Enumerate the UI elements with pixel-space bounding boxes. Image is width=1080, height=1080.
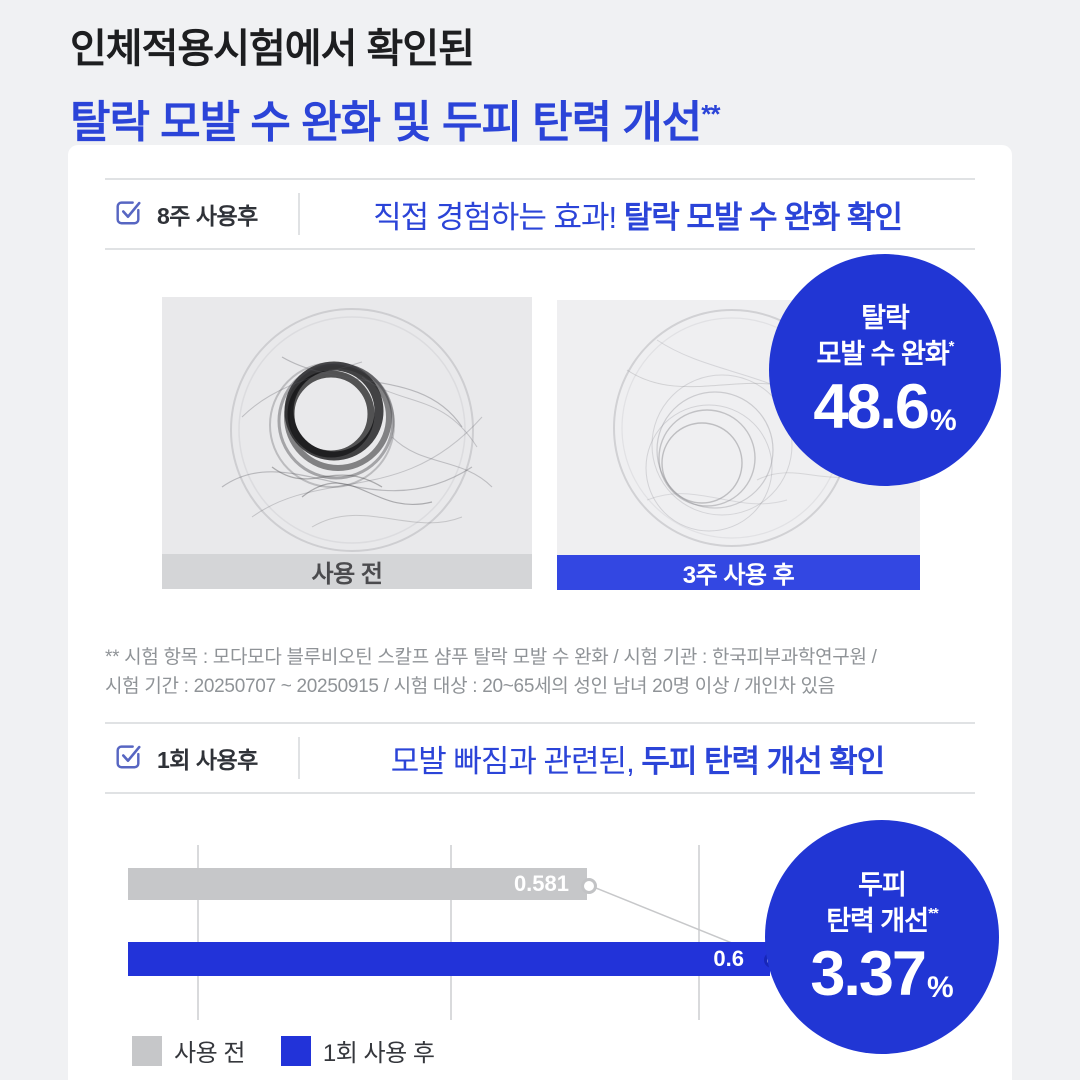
section1-tag-label: 8주 사용후 [157,203,258,229]
badge1-value-row: 48.6 % [813,371,957,442]
bar-after-value: 0.6 [713,946,744,971]
trial-footnote: ** 시험 항목 : 모다모다 블루비오틴 스칼프 샴푸 탈락 모발 수 완화 … [105,643,975,702]
legend-swatch-after [280,1035,311,1066]
page-title: 인체적용시험에서 확인된 탈락 모발 수 완화 및 두피 탄력 개선** [70,16,721,150]
title-line1: 인체적용시험에서 확인된 [70,27,475,71]
title-line2: 탈락 모발 수 완화 및 두피 탄력 개선** [70,86,721,150]
badge1-footnote-mark: * [948,337,955,355]
section2-header: 1회 사용후 모발 빠짐과 관련된, 두피 탄력 개선 확인 [105,722,975,794]
badge2-line2: 탄력 개선** [826,904,939,939]
chart-legend: 사용 전 1회 사용 후 [132,1033,435,1068]
checkbox-check-icon [113,197,143,232]
section2-heading: 모발 빠짐과 관련된, 두피 탄력 개선 확인 [300,736,975,781]
badge2-value-row: 3.37 % [810,938,954,1009]
section1-heading-normal: 직접 경험하는 효과! [373,199,624,235]
footnote-line1: ** 시험 항목 : 모다모다 블루비오틴 스칼프 샴푸 탈락 모발 수 완화 … [105,647,877,668]
before-photo-label: 사용 전 [162,554,532,589]
section2-tag-label: 1회 사용후 [157,747,258,773]
badge1-unit: % [929,403,957,437]
section1-heading-bold: 탈락 모발 수 완화 확인 [623,199,903,235]
section2-heading-bold: 두피 탄력 개선 확인 [641,743,885,779]
footnote-line2: 시험 기간 : 20250707 ~ 20250915 / 시험 대상 : 20… [105,676,835,698]
badge2-footnote-mark: ** [928,904,939,922]
badge1-value: 48.6 [813,371,930,442]
vertical-divider [298,737,300,779]
badge2-unit: % [926,970,954,1004]
legend-item-after: 1회 사용 후 [280,1033,435,1068]
section1-heading: 직접 경험하는 효과! 탈락 모발 수 완화 확인 [300,192,975,237]
hair-loss-result-badge: 탈락 모발 수 완화* 48.6 % [769,254,1001,486]
legend-item-before: 사용 전 [132,1033,245,1068]
elasticity-result-badge: 두피 탄력 개선** 3.37 % [765,820,999,1054]
badge2-value: 3.37 [810,938,927,1009]
title-line2-text: 탈락 모발 수 완화 및 두피 탄력 개선 [70,98,702,147]
badge2-line2-text: 탄력 개선 [826,905,929,936]
legend-label-after: 1회 사용 후 [322,1040,435,1067]
elasticity-bar-chart: 0.581 0.6 [68,840,1012,1030]
badge2-line1: 두피 [858,870,907,901]
vertical-divider [298,193,300,235]
badge1-line2: 모발 수 완화* [816,337,955,372]
bar-before: 0.581 [128,868,587,900]
legend-label-before: 사용 전 [174,1040,245,1067]
chart-gridline [698,845,700,1020]
before-photo: 사용 전 [162,297,532,735]
badge1-line1: 탈락 [861,303,910,334]
after-photo-label: 3주 사용 후 [557,555,920,590]
before-hair-dish-image [162,297,532,554]
chart-gridline [450,845,452,1020]
chart-gridline [197,845,199,1020]
bar-after: 0.6 [128,942,770,976]
title-footnote-mark: ** [701,99,720,129]
checkbox-check-icon [113,741,143,776]
legend-swatch-before [132,1035,162,1066]
section2-heading-normal: 모발 빠짐과 관련된, [390,743,642,779]
badge1-line2-text: 모발 수 완화 [816,338,949,369]
results-card: 8주 사용후 직접 경험하는 효과! 탈락 모발 수 완화 확인 사용 전 [68,145,1012,1080]
bar-before-endpoint-dot [581,878,597,894]
bar-before-value: 0.581 [513,871,569,896]
section1-header: 8주 사용후 직접 경험하는 효과! 탈락 모발 수 완화 확인 [105,178,975,250]
section2-tag: 1회 사용후 [105,741,298,776]
section1-tag: 8주 사용후 [105,197,298,232]
